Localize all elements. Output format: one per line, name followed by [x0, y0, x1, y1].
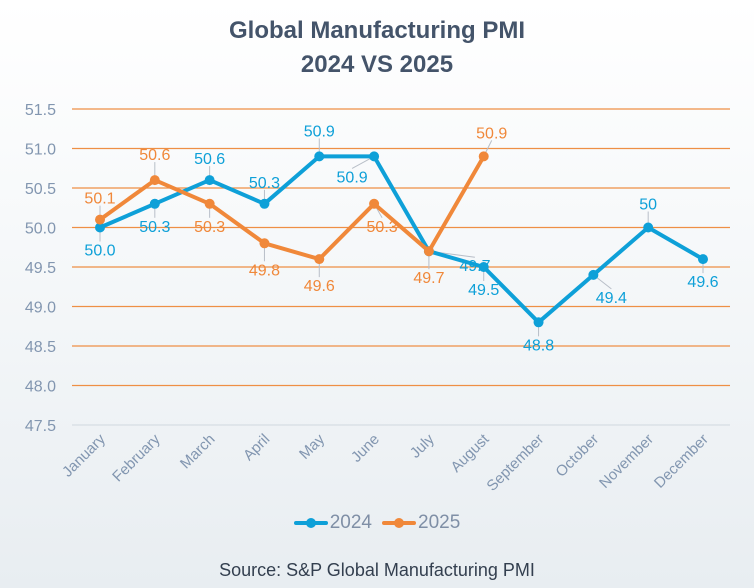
x-tick-label: December [651, 431, 712, 492]
legend-swatch-2025 [382, 516, 416, 530]
x-tick-label: August [448, 430, 494, 476]
data-label-2025: 50.1 [84, 191, 115, 208]
x-tick-label: June [348, 431, 383, 466]
data-point-2024 [314, 151, 325, 162]
data-label-2024: 50.0 [84, 243, 115, 260]
y-tick-label: 50.0 [25, 221, 56, 238]
series-line-2024 [99, 154, 704, 325]
data-point-2024 [369, 151, 380, 162]
legend-label-2024: 2024 [329, 512, 372, 533]
chart-title-line1: Global Manufacturing PMI [228, 17, 525, 44]
data-point-2025 [204, 198, 215, 209]
data-point-2024 [204, 175, 215, 186]
data-point-2024 [478, 262, 489, 272]
data-point-2025 [259, 238, 270, 249]
y-tick-label: 47.5 [25, 418, 56, 435]
data-label-2024: 49.6 [687, 274, 718, 291]
legend-item-2025[interactable]: 2025 [382, 512, 460, 534]
data-point-2025 [149, 175, 160, 186]
data-labels: 50.0 50.3 50.6 50.3 50.9 50.9 49.7 49.5 48.8 49.4… [84, 123, 718, 354]
y-axis-ticks: 47.5 48.0 48.5 49.0 49.5 50.0 50.5 51.0 51.5 [25, 102, 56, 435]
data-point-2024 [698, 254, 708, 265]
legend: 2024 2025 [0, 512, 754, 534]
data-label-2025: 50.9 [476, 125, 507, 142]
legend-label-2025: 2025 [418, 512, 461, 533]
data-point-2024 [95, 222, 105, 233]
source-note: Source: S&P Global Manufacturing PMI [219, 560, 535, 580]
data-label-2024: 50.6 [194, 151, 225, 168]
data-label-2025: 49.8 [249, 262, 280, 279]
x-tick-label: April [240, 431, 273, 464]
chart-title-line2: 2024 VS 2025 [300, 51, 454, 78]
data-label-2025: 49.6 [304, 278, 335, 295]
data-label-2024: 48.8 [523, 337, 554, 354]
data-label-2024: 50.9 [337, 169, 368, 186]
x-tick-label: October [552, 431, 602, 481]
data-label-2024: 49.7 [459, 258, 490, 275]
y-tick-label: 49.0 [25, 300, 56, 317]
x-tick-label: May [296, 430, 328, 462]
x-axis-ticks: January February March April May June July Augu… [59, 430, 712, 494]
data-point-2024 [259, 198, 270, 209]
data-point-2025 [314, 254, 325, 265]
gridlines [72, 108, 730, 426]
data-label-2024: 49.5 [468, 282, 499, 299]
data-point-2025 [478, 151, 489, 162]
x-tick-label: November [596, 431, 657, 492]
data-label-2025: 50.6 [139, 147, 170, 164]
y-tick-label: 51.5 [25, 102, 56, 119]
data-point-2025 [369, 198, 380, 209]
data-point-2024 [533, 317, 544, 328]
x-tick-label: February [109, 430, 164, 485]
data-label-2025: 50.3 [194, 219, 225, 236]
data-label-2025: 50.3 [367, 219, 398, 236]
chart-title: Global Manufacturing PMI 2024 VS 2025 [0, 14, 754, 82]
data-label-2025: 49.7 [413, 270, 444, 287]
x-tick-label: September [483, 431, 547, 495]
legend-item-2024[interactable]: 2024 [293, 512, 372, 534]
y-tick-label: 50.5 [25, 181, 56, 198]
y-tick-label: 48.5 [25, 339, 56, 356]
data-point-2024 [643, 222, 654, 233]
data-label-2024: 50.3 [249, 175, 280, 192]
x-tick-label: March [177, 431, 218, 472]
data-label-2024: 50.9 [304, 123, 335, 140]
data-point-2024 [149, 198, 160, 209]
data-label-2024: 49.4 [596, 290, 627, 307]
x-tick-label: July [407, 430, 438, 461]
data-label-2024: 50.3 [139, 219, 170, 236]
y-tick-label: 48.0 [25, 379, 56, 396]
data-point-2025 [423, 246, 434, 257]
legend-swatch-2024 [293, 516, 328, 530]
data-point-2025 [95, 214, 105, 225]
series-line-2025 [98, 155, 486, 262]
data-point-2024 [588, 269, 599, 280]
y-tick-label: 49.5 [25, 260, 56, 277]
series [95, 151, 708, 328]
x-tick-label: January [59, 430, 109, 480]
data-label-2024: 50 [639, 197, 657, 214]
y-tick-label: 51.0 [25, 142, 56, 159]
